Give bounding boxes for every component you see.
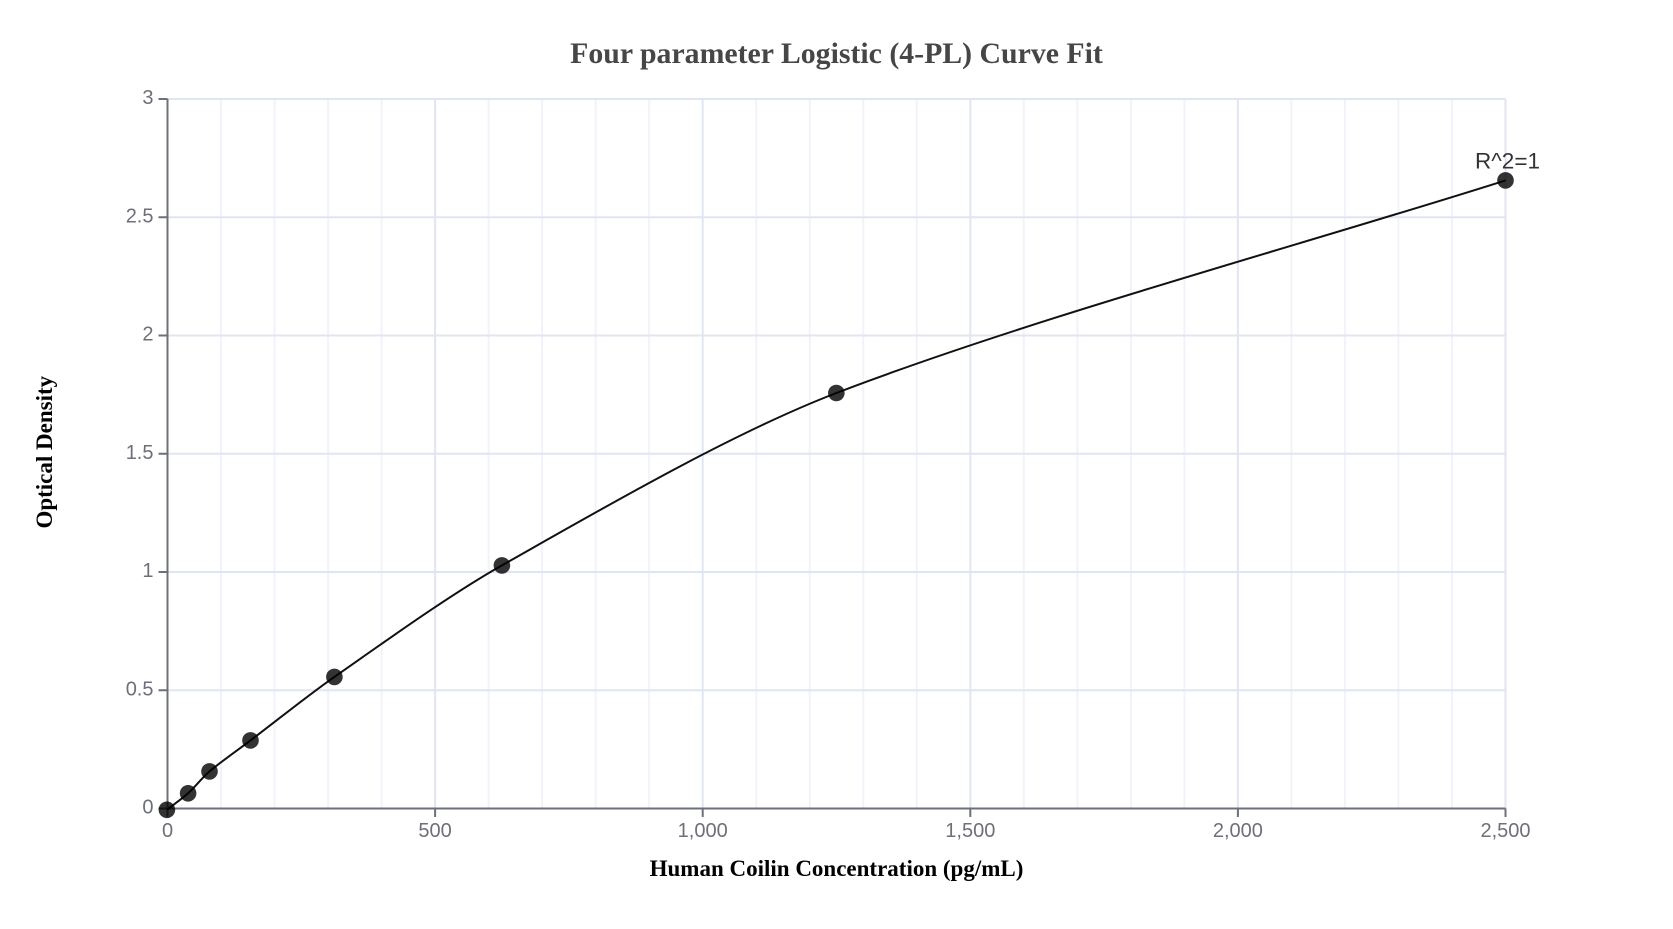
svg-text:2,000: 2,000 bbox=[1213, 820, 1263, 842]
svg-text:1.5: 1.5 bbox=[126, 442, 154, 464]
svg-text:2.5: 2.5 bbox=[126, 205, 154, 227]
svg-text:0: 0 bbox=[162, 820, 173, 842]
svg-text:Human Coilin Concentration (pg: Human Coilin Concentration (pg/mL) bbox=[650, 856, 1024, 881]
svg-text:0.5: 0.5 bbox=[126, 678, 154, 700]
svg-text:500: 500 bbox=[418, 820, 451, 842]
svg-text:2,500: 2,500 bbox=[1480, 820, 1530, 842]
svg-text:1,500: 1,500 bbox=[945, 820, 995, 842]
svg-text:Four parameter Logistic (4-PL): Four parameter Logistic (4-PL) Curve Fit bbox=[570, 37, 1103, 70]
svg-text:Optical Density: Optical Density bbox=[32, 375, 57, 528]
svg-text:1: 1 bbox=[142, 560, 153, 582]
svg-text:1,000: 1,000 bbox=[678, 820, 728, 842]
svg-text:2: 2 bbox=[142, 324, 153, 346]
svg-text:3: 3 bbox=[142, 87, 153, 109]
svg-text:0: 0 bbox=[142, 797, 153, 819]
svg-text:R^2=1: R^2=1 bbox=[1475, 149, 1540, 174]
